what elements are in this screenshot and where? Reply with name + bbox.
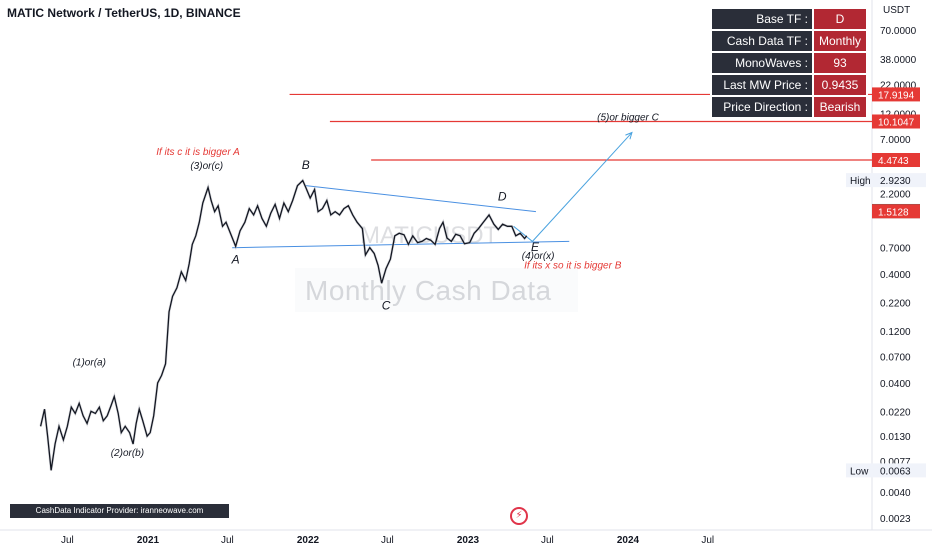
high-value: 2.9230: [880, 176, 911, 187]
y-tick-label: 0.0023: [880, 514, 911, 525]
cash-data-info-table: Base TF : D Cash Data TF : Monthly MonoWaves…: [710, 7, 868, 119]
y-tick-label: 0.0220: [880, 407, 911, 418]
y-tick-label: 0.7000: [880, 244, 911, 255]
wave-label: C: [382, 298, 391, 312]
watermark-background: [295, 268, 578, 312]
y-tick-label: 7.0000: [880, 135, 911, 146]
forecast-path: [513, 132, 633, 243]
wave-label: (1)or(a): [73, 357, 106, 368]
info-value: Bearish: [814, 97, 866, 117]
wave-label: (3)or(c): [190, 161, 223, 172]
wave-label: (2)or(b): [111, 448, 144, 459]
info-row: Base TF :D: [712, 9, 866, 29]
info-value: D: [814, 9, 866, 29]
y-tick-label: 0.0040: [880, 488, 911, 499]
price-line: [39, 179, 528, 471]
info-value: Monthly: [814, 31, 866, 51]
wave-label: If its x so it is bigger B: [524, 261, 622, 272]
low-value: 0.0063: [880, 466, 911, 477]
y-tick-label: 0.0077: [880, 457, 911, 468]
chart-title: MATIC Network / TetherUS, 1D, BINANCE: [7, 6, 241, 20]
price-tag-box: [872, 87, 920, 102]
trendline-lower: [232, 240, 570, 249]
wave-label: D: [498, 189, 507, 203]
y-tick-label: 2.2000: [880, 190, 911, 201]
wave-label: (4)or(x): [522, 251, 555, 262]
y-tick-label: 22.0000: [880, 81, 917, 92]
wave-label: (5)or bigger C: [597, 113, 659, 124]
info-row: Last MW Price :0.9435: [712, 75, 866, 95]
x-tick-label: 2021: [137, 535, 160, 546]
currency-label: USDT: [883, 5, 910, 16]
low-box: [846, 463, 926, 478]
wave-label: If its c it is bigger A: [156, 147, 240, 158]
x-tick-label: Jul: [221, 535, 234, 546]
y-tick-label: 0.1200: [880, 327, 911, 338]
trendline-upper: [305, 185, 537, 213]
wave-label: B: [302, 158, 310, 172]
y-tick-label: 0.2200: [880, 298, 911, 309]
info-value: 93: [814, 53, 866, 73]
price-tag-label: 4.4743: [878, 156, 909, 167]
x-tick-label: 2023: [457, 535, 480, 546]
provider-label: CashData Indicator Provider: iranneowave…: [10, 504, 229, 518]
price-tag-label: 1.5128: [878, 207, 909, 218]
price-tag-label: 10.1047: [878, 117, 915, 128]
y-tick-label: 0.0700: [880, 353, 911, 364]
info-row: Cash Data TF : Monthly: [712, 31, 866, 51]
high-box: [846, 173, 926, 188]
info-label: Cash Data TF :: [712, 31, 812, 51]
y-tick-label: 38.0000: [880, 55, 917, 66]
low-label: Low: [850, 466, 869, 477]
info-label: MonoWaves :: [712, 53, 812, 73]
x-tick-label: Jul: [701, 535, 714, 546]
x-tick-label: Jul: [61, 535, 74, 546]
wave-label: A: [231, 253, 240, 267]
wave-label: E: [531, 240, 540, 254]
price-tag-box: [872, 153, 920, 168]
info-row: Price Direction : Bearish: [712, 97, 866, 117]
x-tick-label: Jul: [541, 535, 554, 546]
forecast-arrow-head: [625, 131, 633, 140]
x-tick-label: Jul: [381, 535, 394, 546]
price-tag-box: [872, 114, 920, 129]
x-tick-label: 2022: [297, 535, 320, 546]
y-tick-label: 0.4000: [880, 270, 911, 281]
x-tick-label: 2024: [617, 535, 640, 546]
info-value: 0.9435: [814, 75, 866, 95]
cash-data-watermark: Monthly Cash Data: [305, 275, 552, 306]
y-tick-label: 70.0000: [880, 26, 917, 37]
y-tick-label: 0.0130: [880, 432, 911, 443]
high-label: High: [850, 176, 871, 187]
info-label: Last MW Price :: [712, 75, 812, 95]
price-tag-label: 17.9194: [878, 90, 915, 101]
price-shadow-line: [39, 178, 528, 471]
tradingview-logo-icon[interactable]: ⚡: [510, 507, 528, 525]
price-tag-box: [872, 204, 920, 219]
y-tick-label: 0.0400: [880, 379, 911, 390]
info-label: Price Direction :: [712, 97, 812, 117]
info-label: Base TF :: [712, 9, 812, 29]
info-row: MonoWaves :93: [712, 53, 866, 73]
